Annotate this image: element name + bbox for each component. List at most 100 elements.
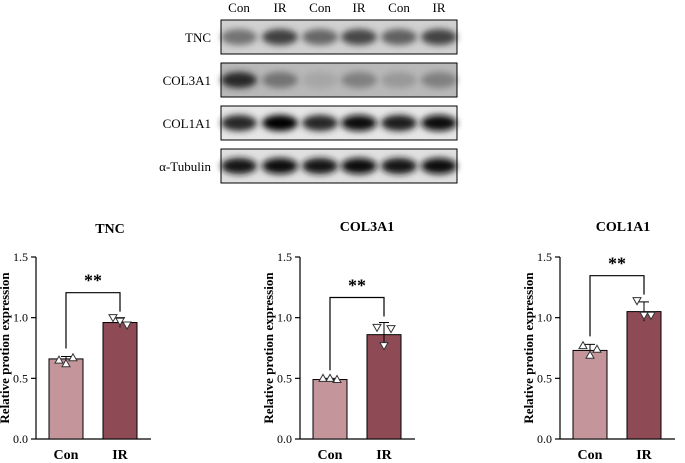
blot-band-con xyxy=(302,29,338,45)
blot-band-con xyxy=(221,29,257,45)
lane-label-con: Con xyxy=(388,0,410,15)
blot-strip-frame xyxy=(220,19,458,55)
blot-strip-border xyxy=(220,148,458,184)
lane-label-ir: IR xyxy=(353,0,366,15)
data-point-con xyxy=(592,344,602,353)
blot-strip-frame xyxy=(220,105,458,141)
blot-band-ir xyxy=(341,29,377,45)
blot-band-ir xyxy=(421,72,457,88)
blot-strip-frame xyxy=(220,62,458,98)
blot-band-con xyxy=(381,29,417,45)
significance-bracket xyxy=(329,296,385,371)
data-point-ir xyxy=(108,314,118,323)
y-axis-label: Relative protion expression xyxy=(0,272,12,424)
y-tick-label: 0.0 xyxy=(537,432,552,446)
bar-con xyxy=(48,358,84,440)
bar-con xyxy=(312,379,348,440)
y-tick-label: 0.5 xyxy=(277,371,292,385)
blot-band-ir xyxy=(341,115,377,131)
significance-marker: ** xyxy=(84,271,102,291)
y-tick-label: 1.0 xyxy=(277,311,292,325)
blot-band-con xyxy=(221,158,257,174)
blot-band-con xyxy=(302,72,338,88)
y-tick-label: 0.0 xyxy=(277,432,292,446)
y-axis-label: Relative protion expression xyxy=(521,272,536,424)
y-tick-label: 0.0 xyxy=(13,432,28,446)
data-point-ir xyxy=(122,321,132,330)
blot-strip-col3a1 xyxy=(220,62,458,98)
bar-con xyxy=(572,349,608,440)
x-tick-label-ir: IR xyxy=(376,448,392,463)
y-tick-label: 1.5 xyxy=(537,250,552,264)
blot-band-ir xyxy=(262,158,298,174)
y-tick-label: 1.0 xyxy=(13,311,28,325)
blot-band-ir xyxy=(262,29,298,45)
x-tick-label-ir: IR xyxy=(636,448,652,463)
blot-band-ir xyxy=(421,29,457,45)
data-point-con xyxy=(332,374,342,384)
blot-strip-border xyxy=(220,19,458,55)
data-point-ir xyxy=(386,325,396,334)
data-point-con xyxy=(54,355,64,364)
blot-row-label--tubulin: α-Tubulin xyxy=(159,159,211,174)
y-tick-label: 1.0 xyxy=(537,311,552,325)
lane-label-con: Con xyxy=(309,0,331,15)
blot-band-ir xyxy=(341,72,377,88)
y-tick-label: 1.5 xyxy=(277,250,292,264)
y-axis-label: Relative protion expression xyxy=(261,272,276,424)
y-tick-label: 0.5 xyxy=(13,371,28,385)
blot-band-con xyxy=(381,115,417,131)
bar-ir xyxy=(626,311,662,440)
bar-ir xyxy=(366,334,402,440)
data-point-con xyxy=(61,358,71,368)
blot-band-con xyxy=(221,72,257,88)
y-tick-label: 0.5 xyxy=(537,371,552,385)
lane-label-con: Con xyxy=(228,0,250,15)
x-tick-label-con: Con xyxy=(578,448,603,463)
data-point-ir xyxy=(632,297,642,306)
data-point-ir xyxy=(379,342,389,351)
lane-label-ir: IR xyxy=(274,0,287,15)
blot-band-con xyxy=(221,115,257,131)
chart-title: COL3A1 xyxy=(340,220,394,235)
blot-strip-tnc xyxy=(220,19,458,55)
x-tick-label-con: Con xyxy=(54,448,79,463)
blot-band-ir xyxy=(341,158,377,174)
blot-band-con xyxy=(302,158,338,174)
chart-title: TNC xyxy=(95,222,125,237)
blot-row-label-col1a1: COL1A1 xyxy=(163,116,211,131)
y-tick-label: 1.5 xyxy=(13,250,28,264)
data-point-con xyxy=(68,352,78,362)
blot-row-label-tnc: TNC xyxy=(185,30,211,45)
blot-band-ir xyxy=(262,115,298,131)
data-point-ir xyxy=(646,311,656,321)
data-point-con xyxy=(585,350,595,359)
data-point-con xyxy=(578,340,588,350)
significance-marker: ** xyxy=(608,254,626,274)
blot-band-con xyxy=(302,115,338,131)
data-point-ir xyxy=(372,323,382,333)
blot-row-label-col3a1: COL3A1 xyxy=(163,73,211,88)
data-point-con xyxy=(325,373,335,382)
data-point-con xyxy=(318,373,328,382)
significance-bracket xyxy=(65,292,121,349)
blot-band-con xyxy=(381,158,417,174)
blot-strip-border xyxy=(220,105,458,141)
blot-strip-border xyxy=(220,62,458,98)
blot-band-ir xyxy=(262,72,298,88)
x-tick-label-con: Con xyxy=(318,448,343,463)
significance-marker: ** xyxy=(348,276,366,296)
blot-band-ir xyxy=(421,115,457,131)
bar-ir xyxy=(102,322,138,440)
data-point-ir xyxy=(639,311,649,321)
chart-title: COL1A1 xyxy=(596,220,650,235)
blot-band-con xyxy=(381,72,417,88)
significance-bracket xyxy=(589,275,645,337)
x-tick-label-ir: IR xyxy=(112,448,128,463)
data-point-ir xyxy=(115,317,125,327)
blot-strip--tubulin xyxy=(220,148,458,184)
